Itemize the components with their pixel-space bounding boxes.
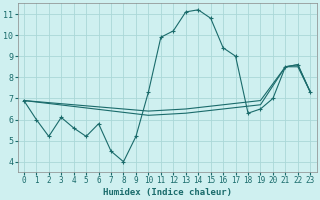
- X-axis label: Humidex (Indice chaleur): Humidex (Indice chaleur): [103, 188, 232, 197]
